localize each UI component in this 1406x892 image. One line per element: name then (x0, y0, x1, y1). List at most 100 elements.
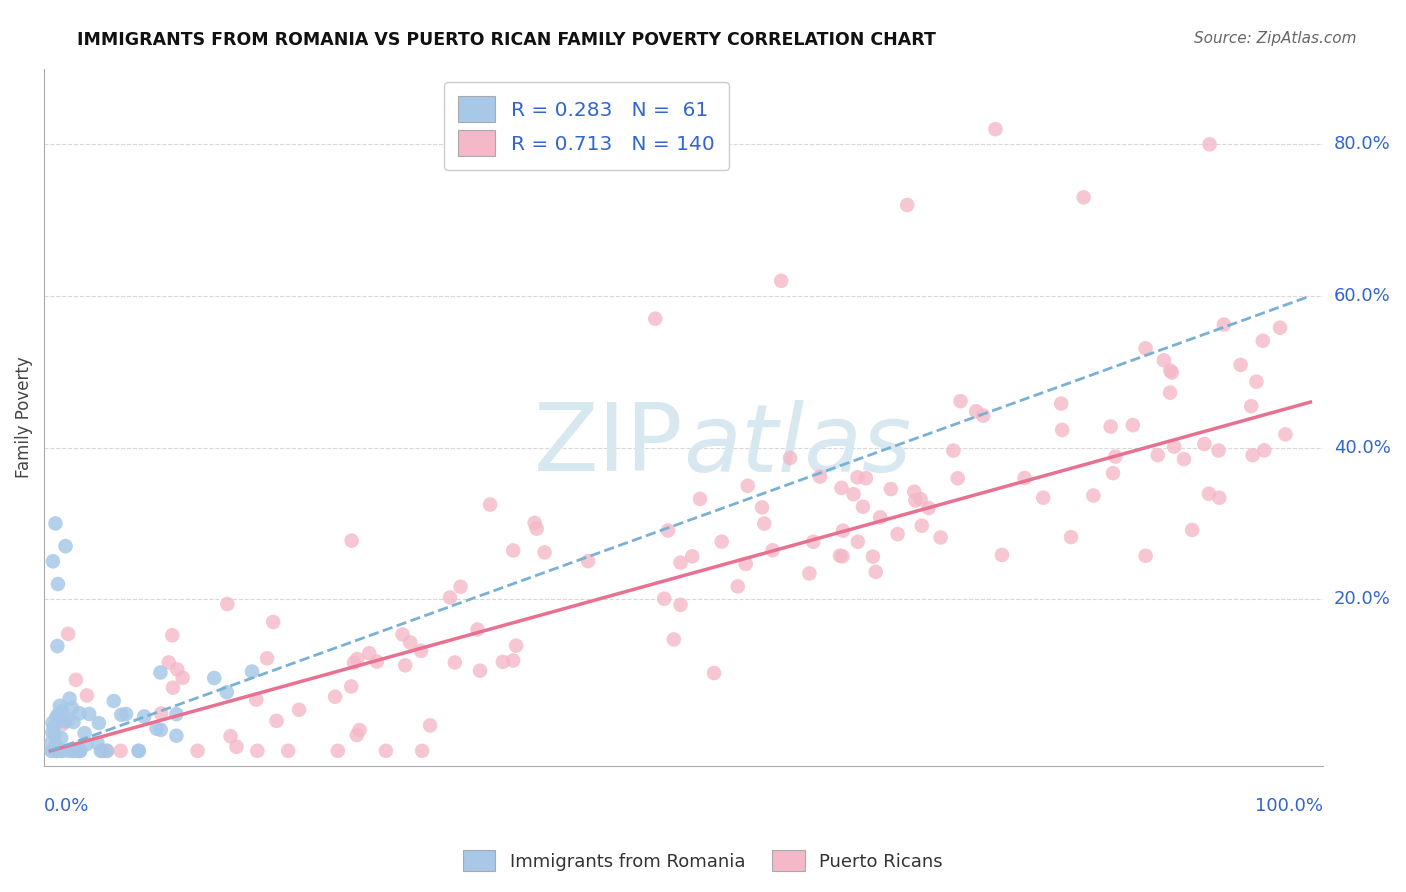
Point (45, 744, 67, 758)
Point (62, 744, 84, 758)
Point (479, 498, 502, 512)
Point (1163, 440, 1185, 454)
Point (41, 744, 63, 758)
Point (1229, 358, 1251, 372)
Point (737, 479, 759, 493)
Point (1268, 320, 1291, 334)
Point (770, 274, 793, 288)
Point (1014, 471, 1036, 485)
Point (323, 690, 346, 704)
Point (245, 692, 267, 706)
Point (443, 656, 465, 670)
Point (46, 707, 69, 722)
Point (710, 534, 733, 549)
Point (246, 744, 269, 758)
Point (202, 671, 225, 685)
Point (165, 729, 187, 743)
Point (492, 655, 515, 669)
Point (115, 706, 138, 721)
Point (41, 725, 63, 739)
Point (346, 728, 368, 742)
Point (91, 744, 114, 758)
Point (972, 409, 994, 423)
Point (657, 524, 679, 538)
Point (150, 706, 173, 721)
Point (808, 469, 831, 483)
Point (801, 534, 824, 549)
Point (669, 556, 692, 570)
Point (904, 493, 927, 508)
Point (846, 470, 869, 484)
Point (91, 744, 114, 758)
Point (689, 491, 711, 506)
Point (903, 484, 925, 499)
Point (1198, 486, 1220, 500)
Point (162, 628, 184, 642)
Point (66, 744, 89, 758)
Point (1104, 450, 1126, 464)
Point (217, 597, 239, 611)
Point (439, 591, 461, 605)
Point (51, 744, 73, 758)
Point (58, 691, 80, 706)
Point (219, 729, 242, 743)
Point (984, 122, 1007, 136)
Point (41, 715, 63, 730)
Point (830, 481, 852, 495)
Y-axis label: Family Poverty: Family Poverty (15, 357, 32, 478)
Point (411, 744, 433, 758)
Point (880, 482, 903, 496)
Point (359, 646, 381, 660)
Point (62, 715, 84, 730)
Point (58, 744, 80, 758)
Point (910, 492, 932, 507)
Point (266, 714, 288, 728)
Point (502, 653, 524, 667)
Point (505, 639, 527, 653)
Point (165, 707, 187, 722)
Point (149, 665, 172, 680)
Point (87, 716, 110, 731)
Point (799, 566, 821, 581)
Point (55, 539, 77, 553)
Point (576, 554, 599, 568)
Point (60, 701, 83, 715)
Legend: R = 0.283   N =  61, R = 0.713   N = 140: R = 0.283 N = 61, R = 0.713 N = 140 (444, 82, 728, 170)
Point (67, 706, 90, 721)
Point (77, 706, 100, 721)
Point (1083, 489, 1105, 503)
Point (1181, 523, 1204, 537)
Point (1073, 190, 1095, 204)
Point (110, 744, 132, 758)
Point (886, 527, 908, 541)
Point (45, 744, 67, 758)
Point (44, 744, 66, 758)
Point (63, 744, 86, 758)
Point (326, 744, 349, 758)
Point (1099, 419, 1122, 434)
Point (53, 714, 76, 729)
Point (90, 744, 112, 758)
Point (49, 698, 72, 713)
Point (42, 554, 65, 568)
Point (991, 548, 1014, 562)
Point (946, 471, 969, 485)
Point (343, 656, 366, 670)
Point (128, 744, 150, 758)
Point (45, 744, 67, 758)
Point (942, 443, 965, 458)
Point (41, 735, 63, 749)
Point (681, 549, 703, 564)
Point (468, 664, 491, 678)
Text: 80.0%: 80.0% (1334, 136, 1391, 153)
Point (869, 510, 891, 524)
Text: 100.0%: 100.0% (1256, 797, 1323, 814)
Text: 20.0%: 20.0% (1334, 591, 1391, 608)
Point (67, 744, 90, 758)
Point (911, 518, 934, 533)
Point (502, 543, 524, 558)
Point (69, 744, 91, 758)
Point (374, 744, 396, 758)
Point (225, 739, 247, 754)
Point (45, 738, 67, 752)
